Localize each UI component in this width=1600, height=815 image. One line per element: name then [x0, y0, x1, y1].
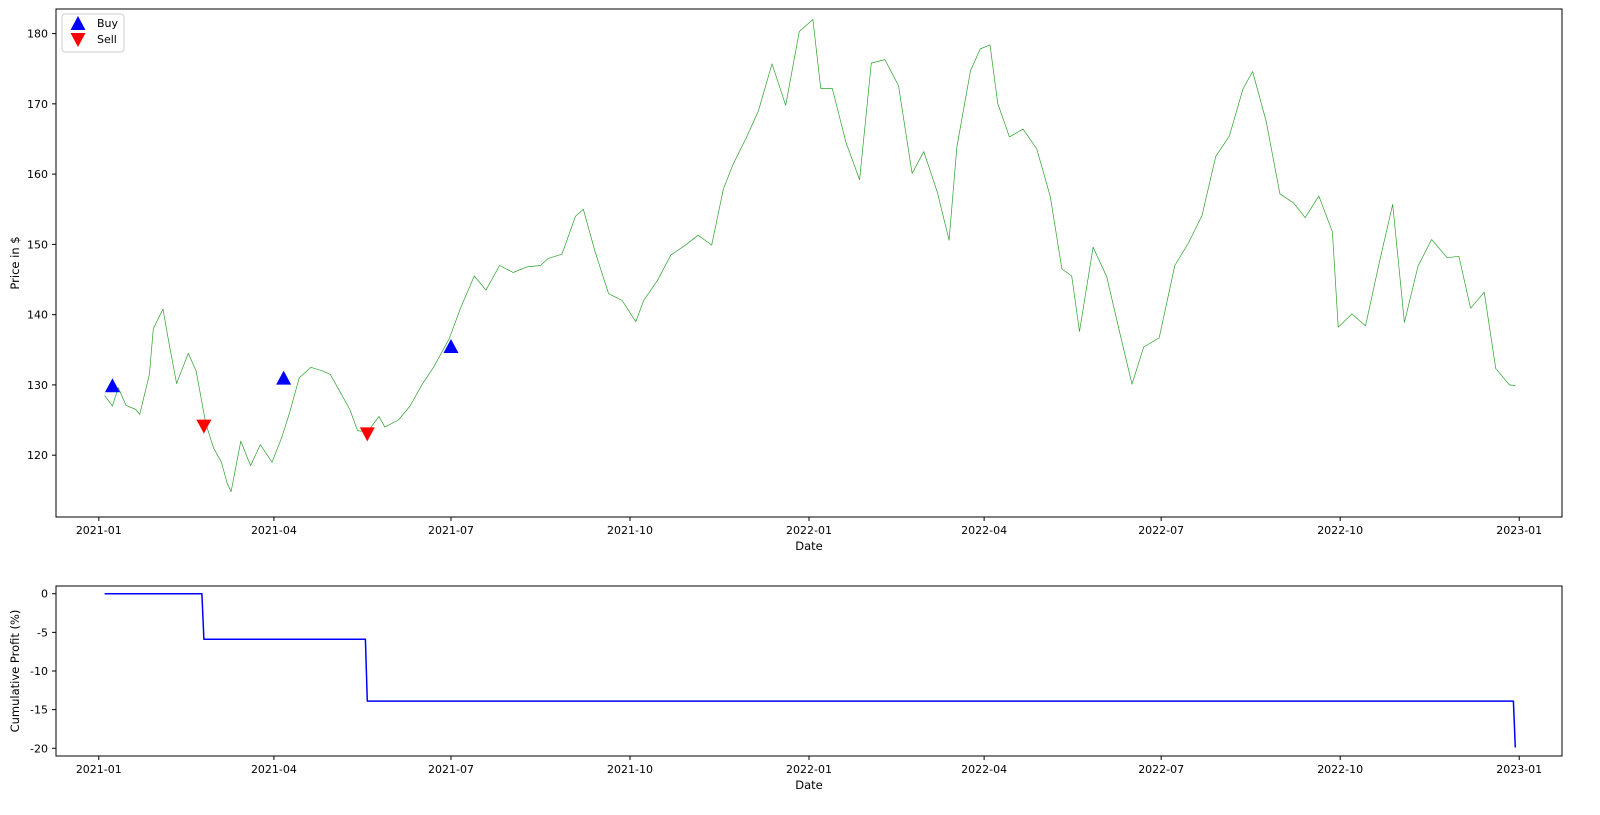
x-tick-label: 2022-01: [786, 763, 832, 776]
x-tick-label: 2021-01: [76, 763, 122, 776]
y-tick-label: -5: [37, 626, 48, 639]
legend-buy-marker: [70, 16, 86, 30]
x-tick-label: 2021-01: [76, 524, 122, 537]
axes-frame: [55, 8, 1563, 518]
x-tick-label: 2021-04: [251, 763, 297, 776]
x-tick-label: 2022-04: [961, 524, 1007, 537]
y-tick-label: 160: [27, 168, 48, 181]
x-tick-label: 2022-07: [1138, 763, 1184, 776]
profit-chart: 2021-01 2021-04 2021-07 2021-10 2022-01 2022-…: [8, 585, 1563, 792]
y-tick-label: 130: [27, 379, 48, 392]
legend-buy-label: Buy: [97, 17, 119, 30]
sell-marker: [196, 419, 212, 434]
buy-marker: [443, 338, 459, 353]
x-axis-label: Date: [795, 539, 823, 553]
x-tick-label: 2021-07: [428, 763, 474, 776]
series-line-0: [104, 19, 1516, 493]
legend-sell-label: Sell: [97, 33, 117, 46]
y-tick-label: -15: [30, 704, 48, 717]
y-axis-label: Cumulative Profit (%): [8, 610, 22, 733]
series-line-0: [104, 592, 1517, 748]
x-tick-label: 2021-04: [251, 524, 297, 537]
y-tick-label: -10: [30, 665, 48, 678]
y-axis-label: Price in $: [8, 236, 22, 289]
y-tick-label: -20: [30, 742, 48, 755]
y-tick-label: 120: [27, 449, 48, 462]
x-tick-label: 2021-07: [428, 524, 474, 537]
legend-sell-marker: [70, 33, 86, 47]
x-axis-label: Date: [795, 778, 823, 792]
y-tick-label: 0: [41, 588, 48, 601]
legend: Buy Sell: [61, 13, 125, 53]
x-tick-label: 2021-10: [607, 524, 653, 537]
y-tick-label: 140: [27, 309, 48, 322]
x-tick-label: 2022-04: [961, 763, 1007, 776]
x-tick-label: 2023-01: [1496, 763, 1542, 776]
y-tick-label: 180: [27, 28, 48, 41]
y-tick-label: 150: [27, 238, 48, 251]
buy-marker: [276, 370, 292, 385]
buy-marker: [104, 378, 120, 393]
x-tick-label: 2023-01: [1496, 524, 1542, 537]
x-tick-label: 2022-10: [1317, 763, 1363, 776]
axes-frame: [55, 585, 1563, 757]
sell-marker: [359, 427, 375, 442]
x-tick-label: 2022-10: [1317, 524, 1363, 537]
x-tick-label: 2022-07: [1138, 524, 1184, 537]
price-chart: 2021-01 2021-04 2021-07 2021-10 2022-01 2022-…: [8, 8, 1563, 553]
y-tick-label: 170: [27, 98, 48, 111]
x-tick-label: 2022-01: [786, 524, 832, 537]
x-tick-label: 2021-10: [607, 763, 653, 776]
